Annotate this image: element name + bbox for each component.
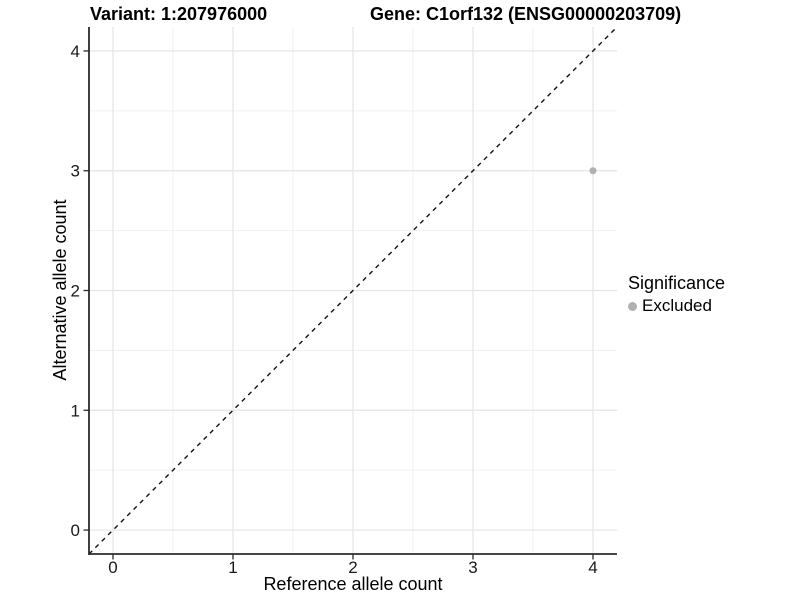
y-tick-label: 2: [71, 282, 80, 301]
legend: Significance Excluded: [628, 271, 725, 317]
x-tick-label: 2: [348, 558, 357, 577]
y-tick-label: 0: [71, 521, 80, 540]
legend-entry-excluded: Excluded: [628, 295, 725, 317]
legend-point-icon: [628, 301, 637, 311]
legend-entry-label: Excluded: [642, 296, 712, 315]
x-axis-title: Reference allele count: [263, 574, 443, 594]
x-tick-label: 1: [228, 558, 237, 577]
y-tick-label: 1: [71, 401, 80, 420]
y-tick-label: 4: [71, 42, 80, 61]
x-tick-label: 0: [108, 558, 117, 577]
y-tick-label: 3: [71, 162, 80, 181]
identity-line: [88, 26, 618, 555]
data-point: [589, 167, 597, 175]
variant-title: Variant: 1:207976000: [90, 4, 268, 24]
legend-title: Significance: [628, 273, 726, 293]
x-tick-label: 4: [588, 558, 597, 577]
y-axis-title: Alternative allele count: [50, 199, 70, 381]
gene-title: Gene: C1orf132 (ENSG00000203709): [370, 4, 682, 24]
x-tick-label: 3: [468, 558, 477, 577]
